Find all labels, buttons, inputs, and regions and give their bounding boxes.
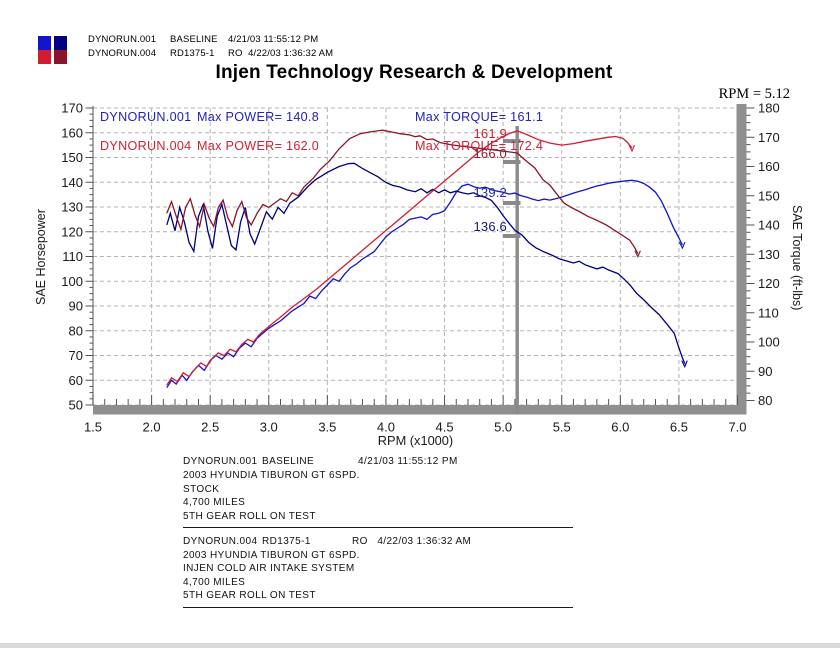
y-left-tick-label: 130 [61, 200, 83, 215]
anno-run1-torque: Max TORQUE= 161.1 [415, 110, 544, 124]
curve-end-tick [678, 241, 686, 250]
cursor-value-tick [503, 160, 521, 164]
anno-run1-file: DYNORUN.001 [100, 110, 192, 124]
cursor-value-run1-torque: 136.6 [473, 219, 507, 234]
info2-date: RO 4/22/03 1:36:32 AM [352, 536, 472, 547]
y-left-tick-label: 70 [69, 348, 83, 363]
curve-dynorun-004-torque [166, 129, 639, 255]
page-title: Injen Technology Research & Development [215, 62, 613, 83]
y-left-axis-title: SAE Horsepower [34, 209, 48, 306]
y-left-tick-label: 120 [61, 224, 83, 239]
bottom-frame-bar [93, 405, 747, 415]
x-tick-label: 5.5 [553, 420, 571, 435]
y-right-tick-label: 180 [758, 101, 780, 116]
curve-end-tick [628, 144, 636, 153]
info1-line: STOCK [183, 484, 220, 495]
y-right-tick-label: 130 [758, 247, 780, 262]
info1-file: DYNORUN.001 [183, 456, 258, 467]
x-tick-label: 2.0 [143, 420, 161, 435]
cursor-line[interactable] [515, 126, 519, 415]
y-right-tick-label: 80 [758, 393, 772, 408]
curve-dynorun-004-power [166, 130, 633, 386]
run2-power-swatch [38, 50, 51, 64]
curve-end-tick [681, 360, 688, 368]
cursor-rpm-readout: RPM = 5.12 [718, 86, 790, 102]
cursor-value-tick [503, 139, 521, 143]
x-tick-label: 3.5 [318, 420, 336, 435]
x-tick-label: 3.0 [260, 420, 278, 435]
cursor-value-run2-torque: 166.0 [473, 146, 507, 161]
anno-run2-file: DYNORUN.004 [100, 139, 192, 153]
y-right-tick-label: 150 [758, 188, 780, 203]
legend-run2-date: RO 4/22/03 1:36:32 AM [228, 48, 334, 59]
legend-run1-desc: BASELINE [170, 34, 218, 45]
cursor-value-tick [503, 201, 521, 205]
curve-dynorun-001-torque [166, 162, 686, 364]
y-right-tick-label: 170 [758, 130, 780, 145]
info1-desc: BASELINE [262, 456, 315, 467]
x-tick-label: 5.0 [494, 420, 512, 435]
x-tick-label: 2.5 [201, 420, 219, 435]
info2-line: 5TH GEAR ROLL ON TEST [183, 590, 316, 601]
y-left-tick-label: 50 [69, 398, 83, 413]
legend-run1-date: 4/21/03 11:55:12 PM [228, 34, 319, 45]
y-right-tick-label: 140 [758, 218, 780, 233]
y-left-tick-label: 170 [61, 101, 83, 116]
y-left-tick-label: 80 [69, 323, 83, 338]
run1-torque-swatch [54, 36, 67, 50]
y-left-tick-label: 160 [61, 125, 83, 140]
info1-date: 4/21/03 11:55:12 PM [358, 456, 458, 467]
info1-line: 2003 HYUNDIA TIBURON GT 6SPD. [183, 470, 360, 481]
y-right-tick-label: 90 [758, 364, 772, 379]
x-tick-label: 7.0 [728, 420, 746, 435]
anno-run1-power: Max POWER= 140.8 [197, 110, 320, 124]
y-left-tick-label: 110 [62, 249, 83, 264]
info-separator [183, 527, 573, 528]
y-right-tick-label: 100 [758, 335, 780, 350]
info-separator [183, 607, 573, 608]
anno-run2-torque: Max TORQUE= 172.4 [415, 139, 544, 153]
y-right-tick-label: 160 [758, 159, 780, 174]
y-right-axis-title: SAE Torque (ft-lbs) [790, 204, 804, 311]
window-bottom-strip [0, 643, 840, 648]
x-tick-label: 4.0 [377, 420, 395, 435]
cursor-value-run2-power: 161.9 [473, 126, 507, 141]
y-left-tick-label: 90 [69, 299, 83, 314]
run1-power-swatch [38, 36, 51, 50]
cursor-value-tick [503, 234, 521, 238]
x-tick-label: 6.0 [611, 420, 629, 435]
info2-line: 2003 HYUNDIA TIBURON GT 6SPD. [183, 550, 360, 561]
y-left-tick-label: 60 [69, 373, 83, 388]
x-tick-label: 1.5 [84, 420, 102, 435]
legend-color-swatches [38, 36, 68, 64]
x-tick-label: 6.5 [670, 420, 688, 435]
legend-run2-file: DYNORUN.004 [88, 48, 157, 59]
info2-file: DYNORUN.004 [183, 536, 258, 547]
run2-torque-swatch [54, 50, 67, 64]
info2-line: INJEN COLD AIR INTAKE SYSTEM [183, 563, 355, 574]
curve-end-tick [634, 250, 641, 258]
anno-run2-power: Max POWER= 162.0 [197, 139, 320, 153]
x-axis-title: RPM (x1000) [377, 433, 454, 448]
y-left-tick-label: 140 [61, 175, 83, 190]
right-frame-bar [736, 104, 747, 415]
info2-desc: RD1375-1 [262, 536, 311, 547]
info1-line: 4,700 MILES [183, 497, 246, 508]
info2-line: 4,700 MILES [183, 577, 246, 588]
legend-run2-desc: RD1375-1 [170, 48, 215, 59]
curve-dynorun-001-power [166, 179, 683, 389]
y-right-tick-label: 120 [758, 276, 780, 291]
y-left-tick-label: 150 [61, 150, 83, 165]
y-left-tick-label: 100 [61, 274, 83, 289]
legend-run1-file: DYNORUN.001 [88, 34, 157, 45]
y-right-tick-label: 110 [758, 305, 779, 320]
info1-line: 5TH GEAR ROLL ON TEST [183, 511, 316, 522]
x-tick-label: 4.5 [436, 420, 454, 435]
cursor-value-run1-power: 139.2 [473, 185, 507, 200]
